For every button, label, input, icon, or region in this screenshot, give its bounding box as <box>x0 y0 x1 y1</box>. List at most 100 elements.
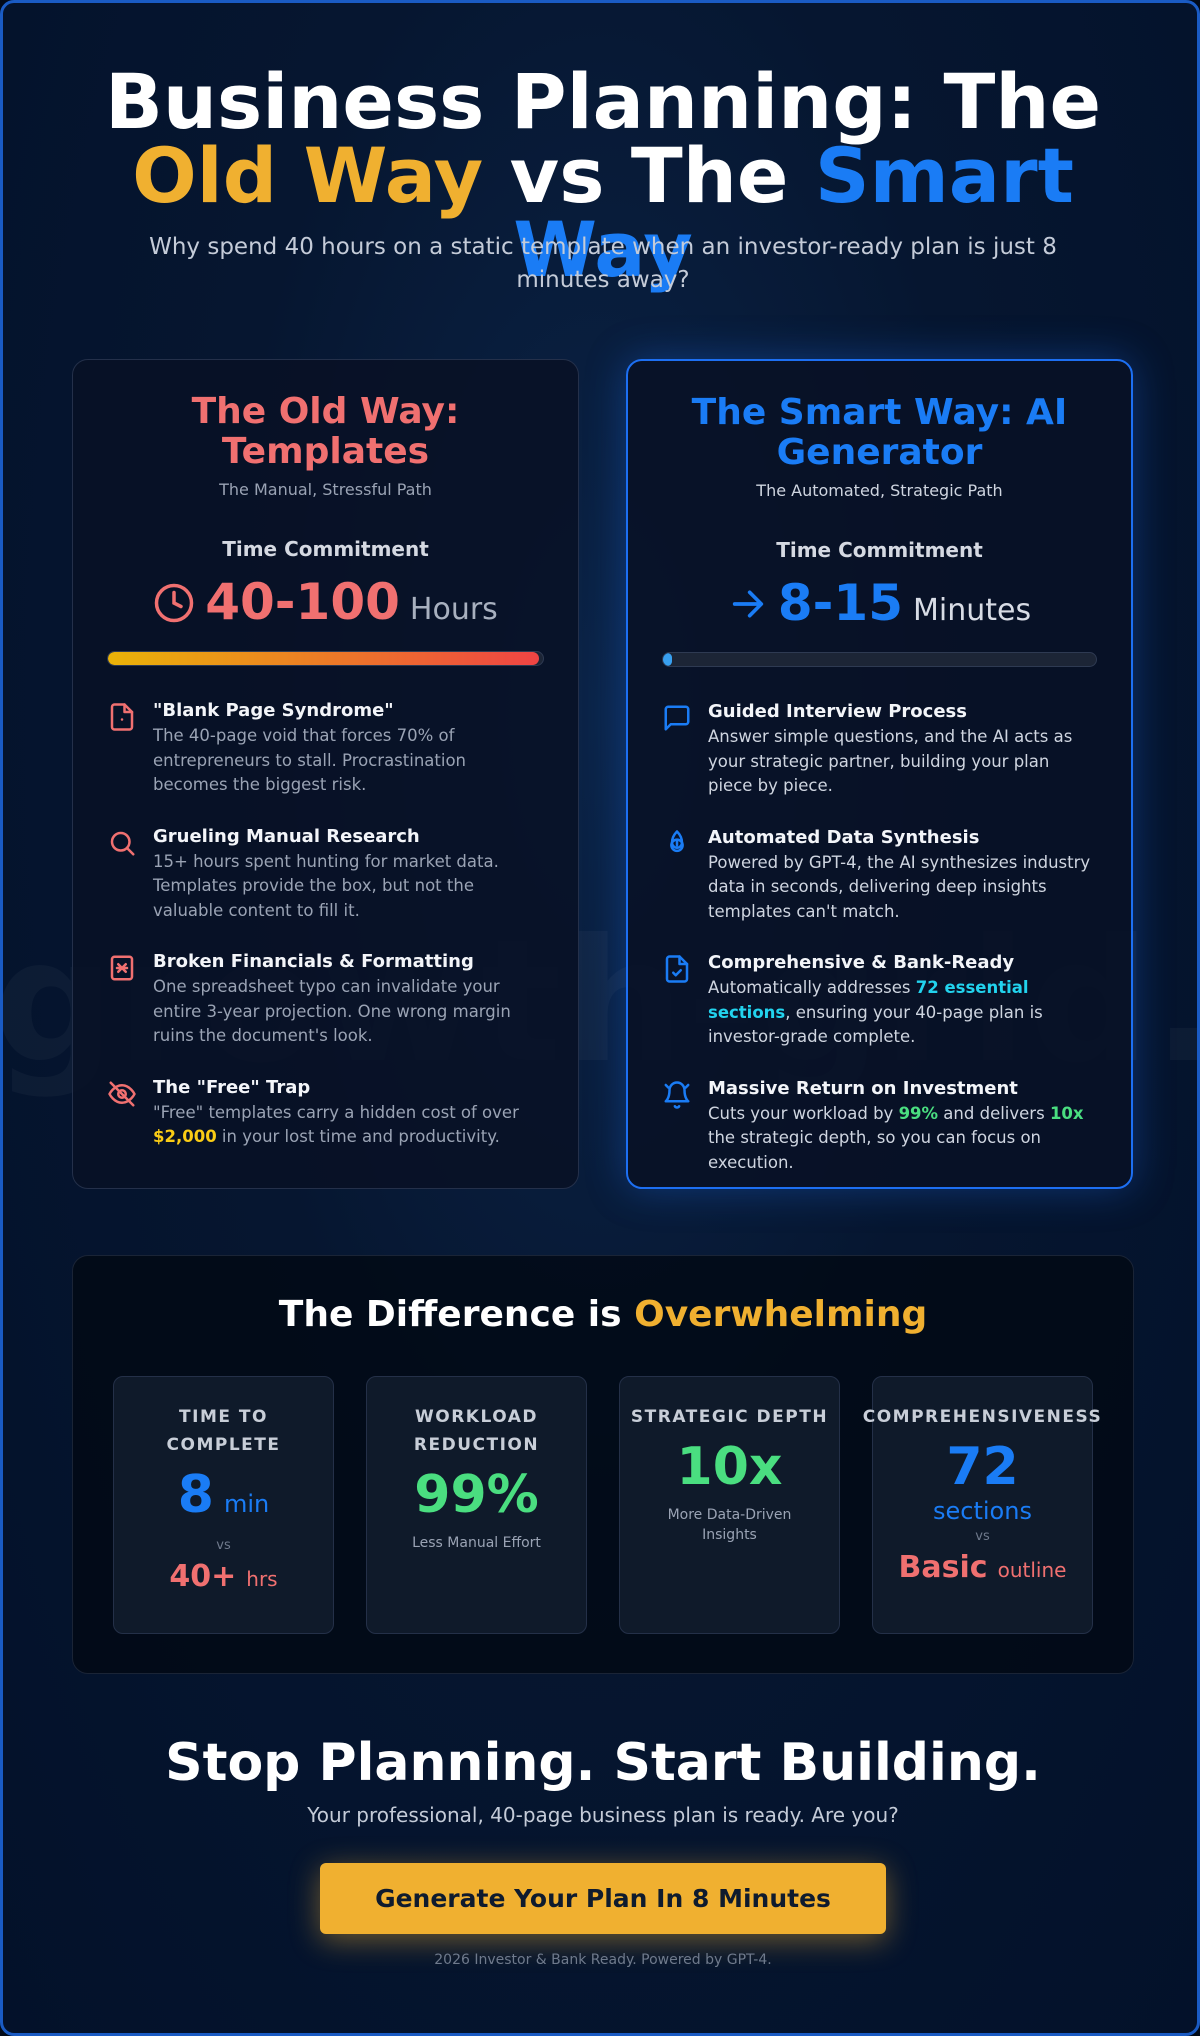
highlight: 10x <box>1049 1103 1084 1123</box>
stat-alt: Basic outline <box>873 1550 1092 1585</box>
feature-icon <box>108 1081 136 1106</box>
highlight: 72 essential sections <box>708 978 1029 1022</box>
time-value: 40-100 Hours <box>107 573 544 633</box>
stat-unit: min <box>223 1490 270 1518</box>
feature-title: Automated Data Synthesis <box>708 826 980 848</box>
arrow-icon <box>732 590 764 618</box>
title-part: Business Planning: The <box>104 57 1102 146</box>
text-part: the strategic depth, so you can focus on… <box>708 1128 1042 1172</box>
cta-subtitle: Your professional, 40-page business plan… <box>307 1803 899 1827</box>
feature-text: Powered by GPT-4, the AI synthesizes ind… <box>708 851 1097 925</box>
time-unit: Hours <box>409 592 498 627</box>
text-part: and delivers <box>938 1103 1050 1123</box>
card-subtitle: The Automated, Strategic Path <box>756 481 1003 500</box>
stat-value: 8 min <box>114 1465 333 1534</box>
feature-icon <box>665 955 689 983</box>
feature-icon <box>664 705 690 731</box>
progress-bar <box>107 651 544 666</box>
feature-item: Guided Interview Process Answer simple qu… <box>662 701 1097 799</box>
progress-fill <box>108 652 539 665</box>
stat-note: More Data-Driven Insights <box>667 1507 792 1543</box>
feature-body: Automated Data Synthesis Powered by GPT-4… <box>708 827 1097 925</box>
feature-text: "Free" templates carry a hidden cost of … <box>153 1101 544 1150</box>
feature-body: Massive Return on Investment Cuts your wo… <box>708 1078 1097 1176</box>
text-part: Cuts your workload by <box>708 1103 899 1123</box>
stat-number: 10x <box>676 1437 783 1497</box>
stat-card: WORKLOAD REDUCTION 99% Less Manual Effort <box>366 1376 587 1634</box>
stat-label: COMPREHENSIVENESS <box>862 1407 1103 1427</box>
feature-body: "Blank Page Syndrome" The 40-page void th… <box>153 700 544 798</box>
time-label: Time Commitment <box>222 537 429 561</box>
feature-text: One spreadsheet typo can invalidate your… <box>153 975 544 1049</box>
feature-icon <box>110 955 134 981</box>
feature-icon <box>670 829 684 852</box>
feature-text: The 40-page void that forces 70% of entr… <box>153 724 544 798</box>
stat-alt-number: 40+ <box>169 1559 237 1594</box>
stat-alt-unit: outline <box>997 1558 1067 1582</box>
feature-text: Answer simple questions, and the AI acts… <box>708 725 1097 799</box>
cta-title: Stop Planning. Start Building. <box>165 1733 1041 1793</box>
stat-number: 8 <box>177 1465 214 1525</box>
stat-card: COMPREHENSIVENESS 72 sections vs Basic outlin… <box>863 1376 1101 1634</box>
stat-vs: vs <box>975 1529 990 1544</box>
text-part: Answer simple questions, and the AI acts… <box>708 727 1073 795</box>
stat-number: 99% <box>414 1465 539 1525</box>
item-list: "Blank Page Syndrome" The 40-page void th… <box>107 700 544 1150</box>
stat-unit: sections <box>933 1497 1032 1525</box>
old-way-card: The Old Way: Templates The Manual, Stres… <box>72 359 579 1189</box>
title-part: The Difference is <box>278 1294 635 1335</box>
feature-title: Massive Return on Investment <box>708 1077 1018 1099</box>
text-part: in your lost time and productivity. <box>216 1127 500 1146</box>
text-part: 15+ hours spent hunting for market data.… <box>153 851 499 920</box>
card-title: The Smart Way: AI Generator <box>691 392 1068 473</box>
smart-way-card: The Smart Way: AI Generator The Automate… <box>626 359 1133 1189</box>
feature-item: Comprehensive & Bank-Ready Automatically … <box>662 952 1097 1050</box>
text-part: Powered by GPT-4, the AI synthesizes ind… <box>708 852 1091 921</box>
stat-alt-unit: hrs <box>246 1567 278 1591</box>
progress-bar <box>662 652 1097 667</box>
feature-text: Automatically addresses 72 essential sec… <box>708 976 1097 1050</box>
time-number: 8-15 <box>777 574 903 632</box>
stat-row: TIME TO COMPLETE 8 min vs 40+ hrs WORKLOAD RED… <box>113 1376 1101 1634</box>
feature-text: Cuts your workload by 99% and delivers 1… <box>708 1102 1097 1176</box>
feature-icon <box>664 1080 690 1109</box>
time-label: Time Commitment <box>776 538 983 562</box>
stat-number: 72 <box>946 1437 1019 1497</box>
feature-item: Automated Data Synthesis Powered by GPT-4… <box>662 827 1097 925</box>
feature-item: Broken Financials & Formatting One spread… <box>107 951 544 1049</box>
subtitle: Why spend 40 hours on a static template … <box>149 234 1057 293</box>
highlight: $2,000 <box>153 1127 217 1146</box>
item-list: Guided Interview Process Answer simple qu… <box>662 701 1097 1175</box>
feature-body: Comprehensive & Bank-Ready Automatically … <box>708 952 1097 1050</box>
stat-value: 72 <box>873 1437 1092 1497</box>
feature-item: "Blank Page Syndrome" The 40-page void th… <box>107 700 544 798</box>
title-part: Overwhelming <box>634 1294 928 1335</box>
title-part: Old Way <box>132 131 484 220</box>
feature-title: "Blank Page Syndrome" <box>153 700 394 721</box>
stat-card: TIME TO COMPLETE 8 min vs 40+ hrs <box>113 1376 334 1634</box>
stat-vs: vs <box>216 1538 231 1553</box>
time-unit: Minutes <box>913 593 1032 628</box>
cta-button[interactable]: Generate Your Plan In 8 Minutes <box>320 1863 886 1934</box>
difference-panel: The Difference is Overwhelming TIME TO C… <box>72 1255 1134 1674</box>
feature-icon <box>110 703 134 731</box>
feature-body: Broken Financials & Formatting One spread… <box>153 951 544 1049</box>
text-part: "Free" templates carry a hidden cost of … <box>153 1102 519 1122</box>
time-number: 40-100 <box>205 573 400 631</box>
feature-title: Broken Financials & Formatting <box>153 951 474 972</box>
text-part: One spreadsheet typo can invalidate your… <box>153 977 511 1045</box>
footer-note: 2026 Investor & Bank Ready. Powered by G… <box>434 1952 772 1968</box>
stat-alt: 40+ hrs <box>114 1559 333 1594</box>
title-part: vs The <box>483 131 815 220</box>
stat-label: STRATEGIC DEPTH <box>630 1407 829 1427</box>
time-value: 8-15 Minutes <box>662 574 1097 634</box>
feature-item: Massive Return on Investment Cuts your wo… <box>662 1078 1097 1176</box>
clock-icon <box>154 583 194 623</box>
feature-text: 15+ hours spent hunting for market data.… <box>153 850 544 924</box>
stat-card: STRATEGIC DEPTH 10x More Data-Driven Insig… <box>619 1376 840 1634</box>
card-subtitle: The Manual, Stressful Path <box>219 480 432 499</box>
text-part: The 40-page void that forces 70% of entr… <box>153 726 467 794</box>
feature-icon <box>110 831 135 855</box>
